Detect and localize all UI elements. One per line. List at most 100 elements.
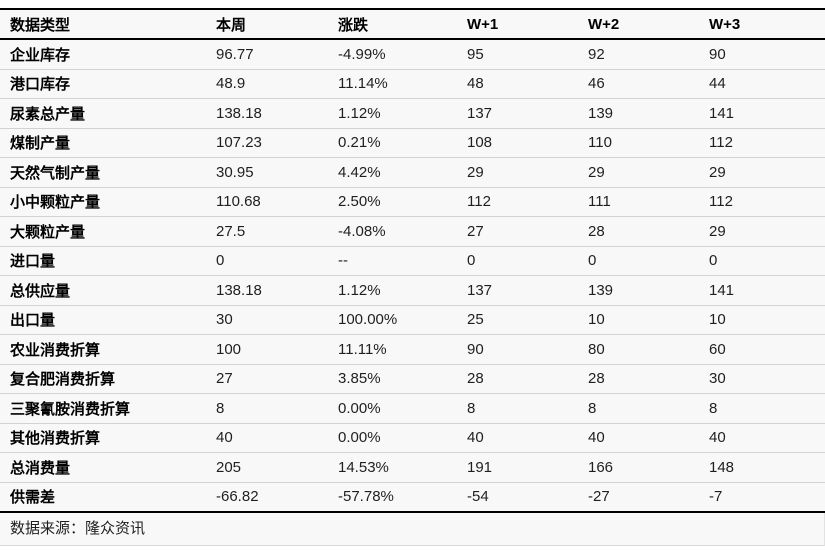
change-cell: 0.21%	[328, 128, 457, 158]
table-row: 出口量 30 100.00% 25 10 10	[0, 305, 825, 335]
row-label-cell: 进口量	[0, 246, 206, 276]
w1-forecast-cell: 25	[457, 305, 578, 335]
current-week-cell: 205	[206, 452, 328, 483]
w2-forecast-cell: 40	[578, 423, 699, 453]
w3-forecast-cell: 112	[699, 128, 825, 158]
table-row: 农业消费折算 100 11.11% 90 80 60	[0, 334, 825, 365]
row-label-cell: 出口量	[0, 305, 206, 335]
column-header-change: 涨跌	[328, 9, 457, 40]
w3-forecast-cell: 90	[699, 39, 825, 70]
change-cell: 2.50%	[328, 187, 457, 217]
current-week-cell: 30	[206, 305, 328, 335]
table-row: 港口库存 48.9 11.14% 48 46 44	[0, 69, 825, 99]
w2-forecast-cell: 28	[578, 216, 699, 247]
table-row: 小中颗粒产量 110.68 2.50% 112 111 112	[0, 187, 825, 217]
w1-forecast-cell: 0	[457, 246, 578, 276]
current-week-cell: 110.68	[206, 187, 328, 217]
change-cell: 1.12%	[328, 275, 457, 306]
w1-forecast-cell: -54	[457, 482, 578, 513]
w3-forecast-cell: 0	[699, 246, 825, 276]
row-label-cell: 小中颗粒产量	[0, 187, 206, 217]
change-cell: -4.08%	[328, 216, 457, 247]
column-header-w3: W+3	[699, 9, 825, 40]
w2-forecast-cell: 110	[578, 128, 699, 158]
row-label-cell: 天然气制产量	[0, 157, 206, 188]
change-cell: 1.12%	[328, 98, 457, 129]
w3-forecast-cell: 112	[699, 187, 825, 217]
row-label-cell: 尿素总产量	[0, 98, 206, 129]
w1-forecast-cell: 191	[457, 452, 578, 483]
row-label-cell: 其他消费折算	[0, 423, 206, 453]
change-cell: 14.53%	[328, 452, 457, 483]
change-cell: -4.99%	[328, 39, 457, 70]
current-week-cell: 8	[206, 393, 328, 424]
current-week-cell: 138.18	[206, 275, 328, 306]
current-week-cell: 96.77	[206, 39, 328, 70]
table-row: 复合肥消费折算 27 3.85% 28 28 30	[0, 364, 825, 394]
w2-forecast-cell: 29	[578, 157, 699, 188]
w3-forecast-cell: 10	[699, 305, 825, 335]
current-week-cell: 30.95	[206, 157, 328, 188]
w2-forecast-cell: 139	[578, 275, 699, 306]
column-header-current-week: 本周	[206, 9, 328, 40]
w2-forecast-cell: 139	[578, 98, 699, 129]
w2-forecast-cell: 92	[578, 39, 699, 70]
w1-forecast-cell: 112	[457, 187, 578, 217]
w1-forecast-cell: 29	[457, 157, 578, 188]
report-table: 数据类型 本周 涨跌 W+1 W+2 W+3 企业库存 96.77 -4.99%…	[0, 8, 825, 513]
row-label-cell: 总消费量	[0, 452, 206, 483]
row-label-cell: 复合肥消费折算	[0, 364, 206, 394]
w3-forecast-cell: 141	[699, 98, 825, 129]
w1-forecast-cell: 95	[457, 39, 578, 70]
column-header-w1: W+1	[457, 9, 578, 40]
change-cell: 0.00%	[328, 393, 457, 424]
current-week-cell: 107.23	[206, 128, 328, 158]
table-row: 进口量 0 -- 0 0 0	[0, 246, 825, 276]
table-row: 供需差 -66.82 -57.78% -54 -27 -7	[0, 482, 825, 513]
w2-forecast-cell: 80	[578, 334, 699, 365]
w3-forecast-cell: 29	[699, 157, 825, 188]
change-cell: 11.14%	[328, 69, 457, 99]
w1-forecast-cell: 90	[457, 334, 578, 365]
w3-forecast-cell: 148	[699, 452, 825, 483]
w1-forecast-cell: 27	[457, 216, 578, 247]
row-label-cell: 企业库存	[0, 39, 206, 70]
w3-forecast-cell: -7	[699, 482, 825, 513]
w1-forecast-cell: 40	[457, 423, 578, 453]
w2-forecast-cell: 10	[578, 305, 699, 335]
change-cell: 4.42%	[328, 157, 457, 188]
w2-forecast-cell: 0	[578, 246, 699, 276]
w3-forecast-cell: 40	[699, 423, 825, 453]
w3-forecast-cell: 44	[699, 69, 825, 99]
w1-forecast-cell: 137	[457, 275, 578, 306]
w1-forecast-cell: 48	[457, 69, 578, 99]
current-week-cell: 27.5	[206, 216, 328, 247]
current-week-cell: 138.18	[206, 98, 328, 129]
w1-forecast-cell: 137	[457, 98, 578, 129]
table-row: 其他消费折算 40 0.00% 40 40 40	[0, 423, 825, 453]
table-row: 煤制产量 107.23 0.21% 108 110 112	[0, 128, 825, 158]
column-header-data-type: 数据类型	[0, 9, 206, 40]
change-cell: 0.00%	[328, 423, 457, 453]
row-label-cell: 港口库存	[0, 69, 206, 99]
row-label-cell: 总供应量	[0, 275, 206, 306]
w1-forecast-cell: 108	[457, 128, 578, 158]
table-row: 三聚氰胺消费折算 8 0.00% 8 8 8	[0, 393, 825, 424]
w1-forecast-cell: 28	[457, 364, 578, 394]
table-row: 尿素总产量 138.18 1.12% 137 139 141	[0, 98, 825, 129]
table-row: 天然气制产量 30.95 4.42% 29 29 29	[0, 157, 825, 188]
w3-forecast-cell: 141	[699, 275, 825, 306]
change-cell: 100.00%	[328, 305, 457, 335]
w2-forecast-cell: 166	[578, 452, 699, 483]
row-label-cell: 供需差	[0, 482, 206, 513]
change-cell: 3.85%	[328, 364, 457, 394]
current-week-cell: -66.82	[206, 482, 328, 513]
change-cell: -57.78%	[328, 482, 457, 513]
row-label-cell: 煤制产量	[0, 128, 206, 158]
current-week-cell: 40	[206, 423, 328, 453]
table-row: 总消费量 205 14.53% 191 166 148	[0, 452, 825, 483]
w2-forecast-cell: 46	[578, 69, 699, 99]
table-row: 总供应量 138.18 1.12% 137 139 141	[0, 275, 825, 306]
change-cell: --	[328, 246, 457, 276]
w3-forecast-cell: 60	[699, 334, 825, 365]
